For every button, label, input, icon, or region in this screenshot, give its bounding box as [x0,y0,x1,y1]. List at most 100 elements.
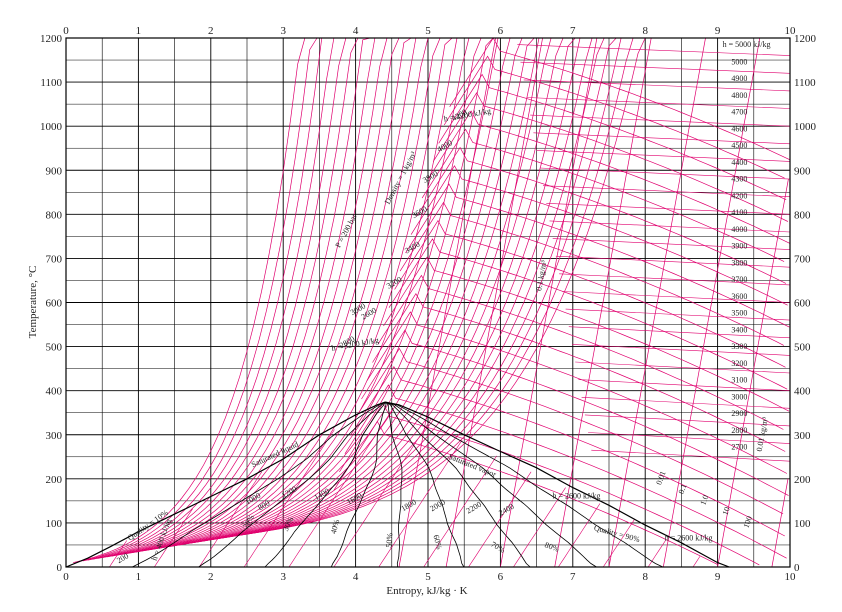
x-tick-label-top: 0 [63,25,69,37]
enthalpy-line-dome [109,540,128,568]
enthalpy-line-dome [468,471,532,568]
x-tick-label-top: 9 [715,25,721,37]
pressure-line [184,37,540,545]
pressure-line [193,37,564,543]
plot-frame [65,37,791,568]
enthalpy-line [416,146,787,284]
enthalpy-label: h = 5000 kJ/kg [723,40,771,49]
pressure-line [82,37,323,562]
enthalpy-line-right [526,97,791,109]
y-tick-label-right: 400 [794,386,811,398]
enthalpy-line-right [536,150,791,162]
y-tick-label-right: 700 [794,253,811,265]
pressure-line [131,37,429,554]
pressure-line [106,37,376,558]
enthalpy-line-right [591,449,791,462]
pressure-line [189,37,552,544]
saturated-vapor-line [385,401,730,568]
quality-label: 50% [384,532,394,548]
quality-line [385,401,597,568]
pressure-line [217,37,617,539]
y-tick-label: 200 [46,474,63,486]
enthalpy-line-right [588,432,791,444]
pressure-line [227,37,634,537]
x-tick-label: 3 [280,571,286,583]
pressure-line [140,37,453,552]
enthalpy-value-label: 4300 [731,175,747,184]
quality-line [385,401,465,568]
specific-volume-label: 10 [721,506,732,517]
density-label: 0.01 kg/m³ [755,416,770,452]
enthalpy-value-label: 4400 [731,158,747,167]
quality-line [330,401,387,568]
enthalpy-line [410,165,788,306]
enthalpy-line-right [523,79,791,92]
enthalpy-line-right [575,361,791,374]
enthalpy-number-label: 3600 [410,204,428,220]
enthalpy-line [377,274,784,430]
y-tick-label: 0 [57,562,63,574]
enthalpy-line-dome [647,540,666,568]
enthalpy-value-label: 3000 [731,392,747,401]
enthalpy-line [355,347,784,515]
x-tick-label-top: 5 [425,25,431,37]
pressure-line [213,37,605,540]
enthalpy-value-label: 3900 [731,242,747,251]
enthalpy-value-label: 4900 [731,74,747,83]
enthalpy-line [449,37,791,161]
enthalpy-line-right [571,344,791,356]
quality-line [385,401,531,568]
enthalpy-line-dome [558,503,601,568]
y-tick-label: 700 [46,253,63,265]
y-tick-label: 1100 [40,77,62,89]
quality-label: 80% [544,540,561,554]
enthalpy-value-label: 4800 [731,91,747,100]
enthalpy-value-label: 5000 [731,57,747,66]
enthalpy-value-label: 4200 [731,191,747,200]
specific-volume-line [554,37,652,568]
enthalpy-line [383,256,790,412]
y-tick-label-right: 300 [794,430,811,442]
y-tick-label: 800 [46,209,63,221]
x-tick-label-top: 4 [353,25,359,37]
enthalpy-line-right [533,132,791,145]
enthalpy-line-dome [513,487,566,568]
y-tick-label: 500 [46,342,63,354]
x-tick-label: 0 [63,571,69,583]
x-tick-label: 10 [785,571,797,583]
x-tick-label-top: 10 [785,25,797,37]
enthalpy-value-label: 4000 [731,225,747,234]
pressure-line [164,37,499,548]
specific-volume-line [662,37,761,568]
quality-line [132,401,386,568]
enthalpy-line-right [517,44,791,56]
enthalpy-line-right [555,255,791,268]
y-tick-label: 300 [46,430,63,442]
quality-line [264,401,386,568]
enthalpy-value-label: 3800 [731,258,747,267]
enthalpy-line [394,219,786,368]
pressure-line [160,37,494,549]
enthalpy-line-dome [423,455,497,568]
enthalpy-value-label: 3100 [731,376,747,385]
pressure-line [102,37,371,559]
x-tick-label: 7 [570,571,576,583]
pressure-line [174,37,523,546]
enthalpy-line [372,293,786,452]
enthalpy-line-right [559,273,791,286]
x-tick-label: 4 [353,571,359,583]
enthalpy-value-label: 4100 [731,208,747,217]
enthalpy-number-label: 2200 [465,500,483,516]
enthalpy-value-label: 3300 [731,342,747,351]
enthalpy-value-label: 4600 [731,124,747,133]
y-tick-label-right: 500 [794,342,811,354]
enthalpy-line-right [584,414,791,427]
quality-label: Quality = 90% [593,523,641,544]
property-lines [73,37,791,568]
enthalpy-line-dome [198,471,263,568]
specific-volume-line [717,179,789,568]
x-tick-label: 8 [642,571,648,583]
enthalpy-label: h = 2600 kJ/kg [665,534,713,543]
enthalpy-value-label: 4500 [731,141,747,150]
